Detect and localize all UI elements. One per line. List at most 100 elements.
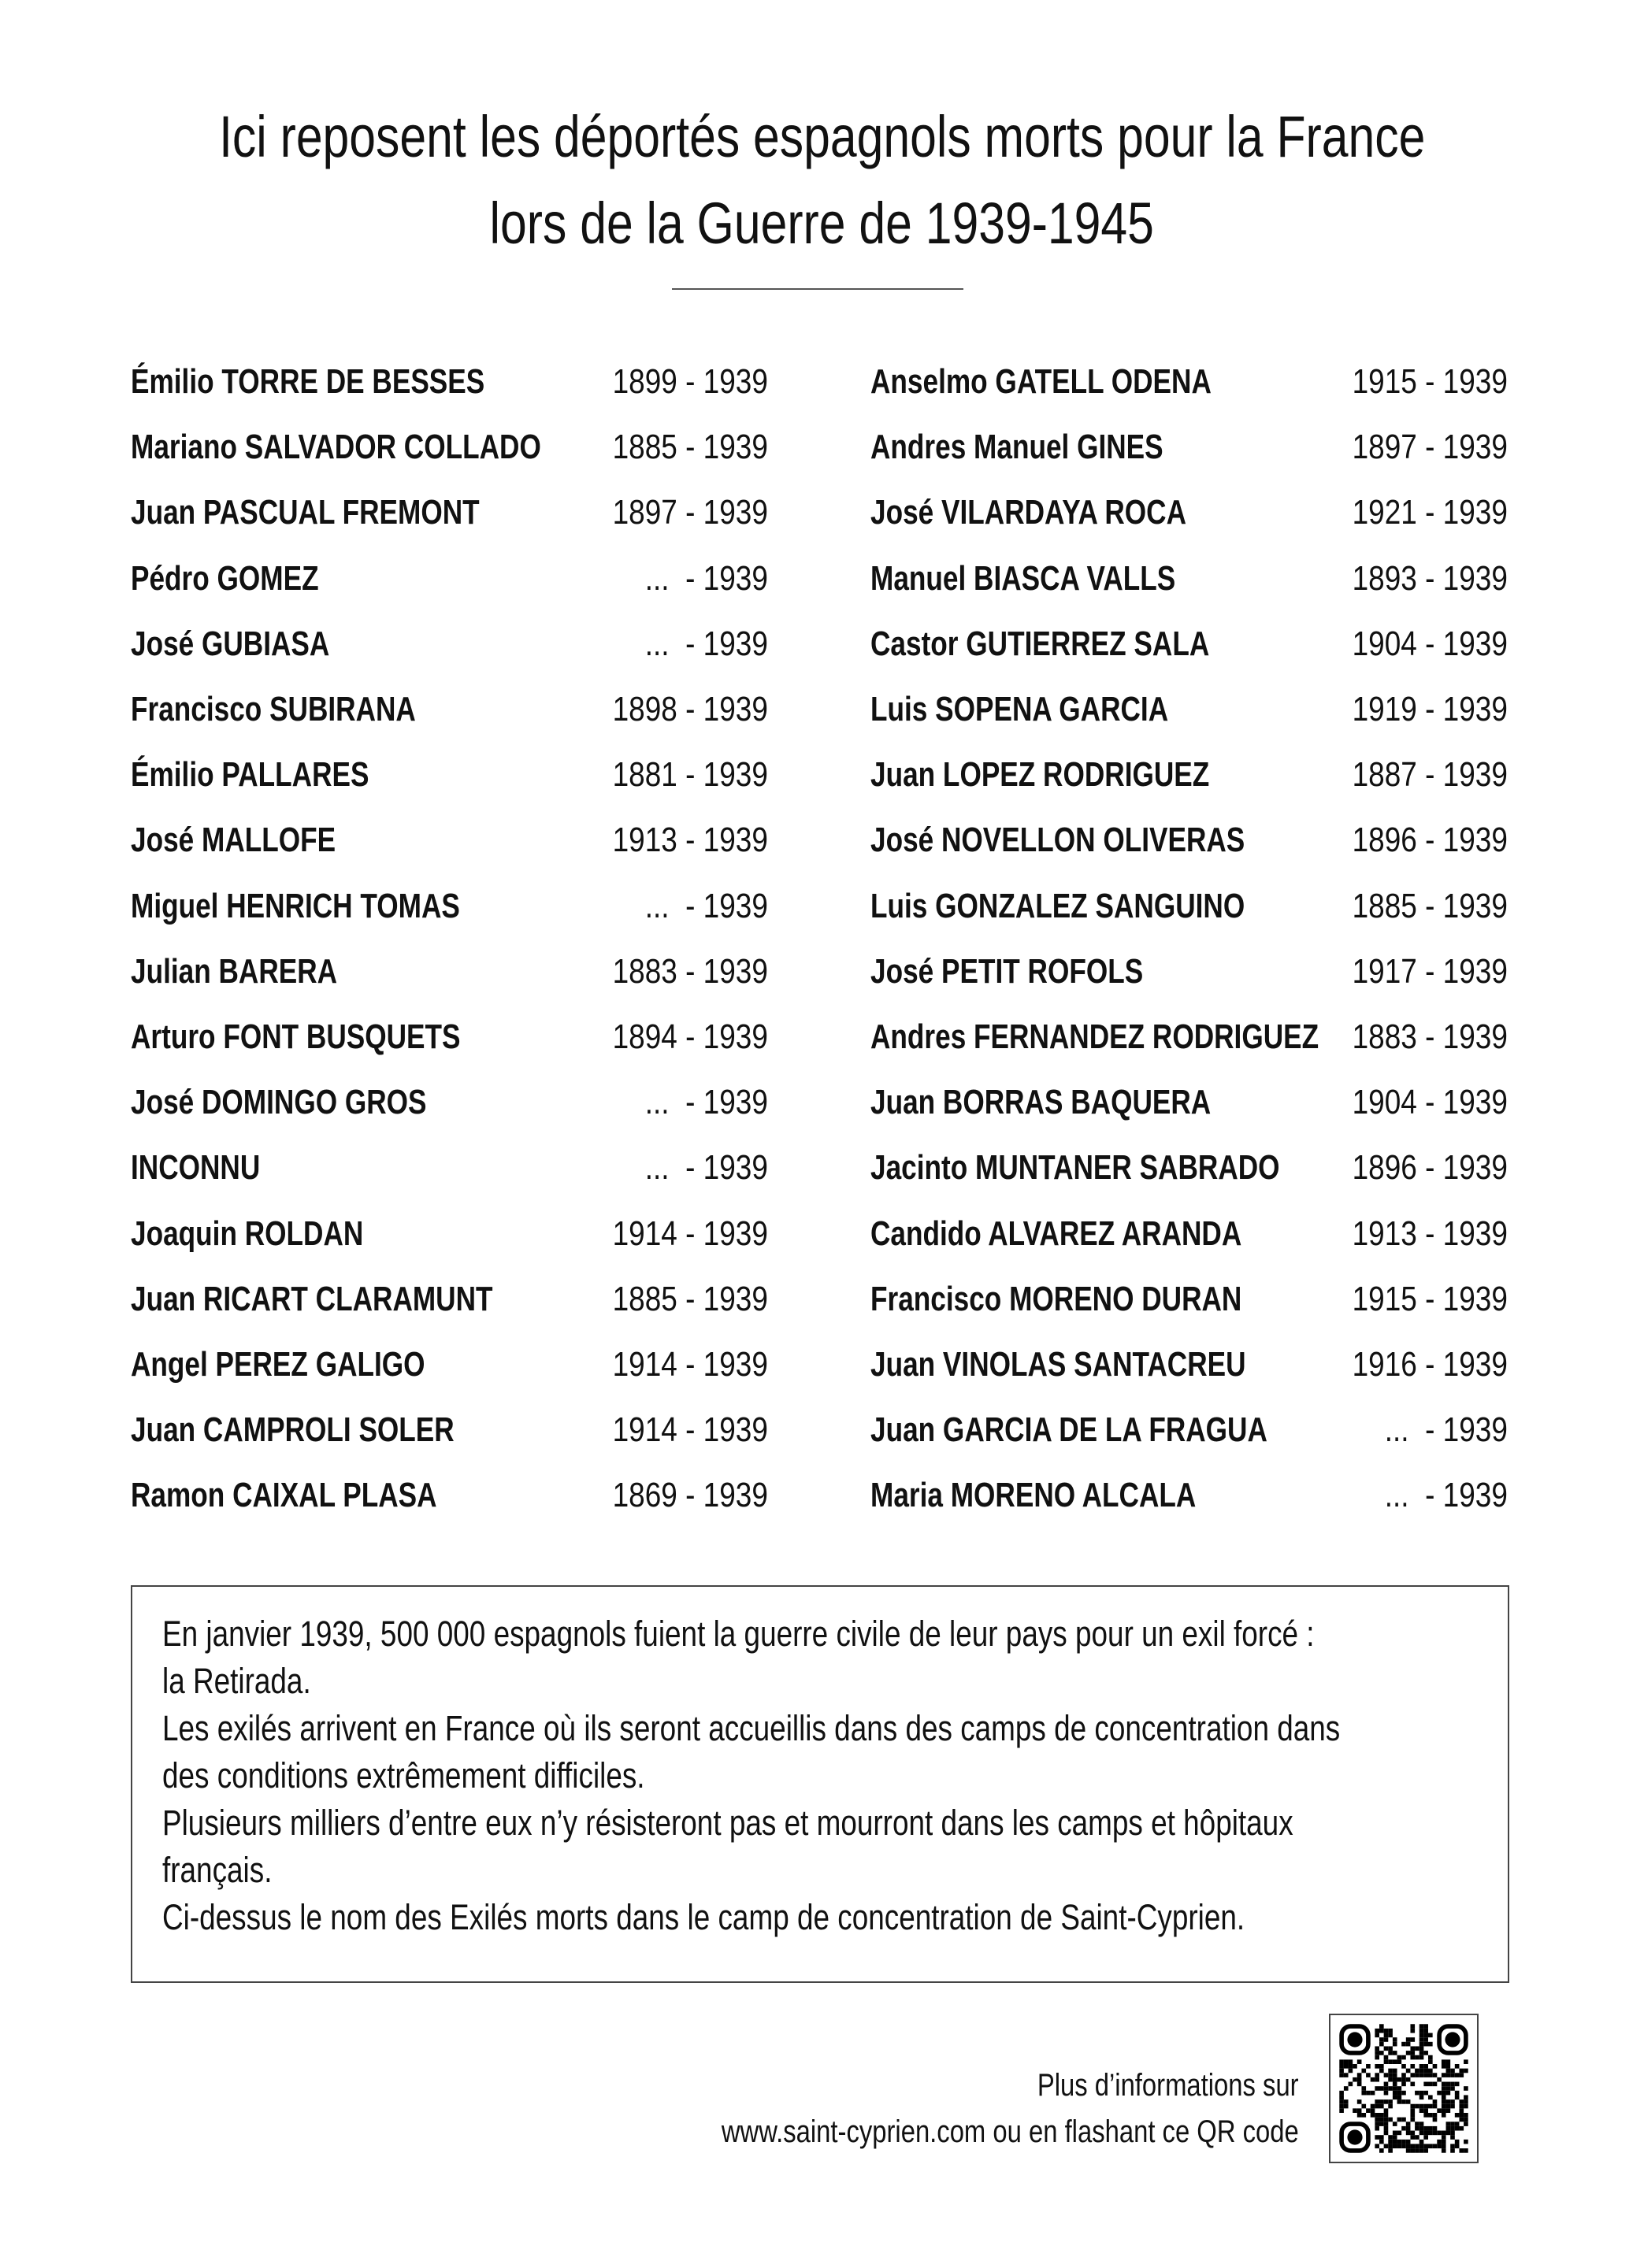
deceased-name: José PETIT ROFOLS — [870, 951, 1144, 991]
footer-info-text: Plus d’informations sur — [1037, 2068, 1299, 2103]
life-dates: 1921 - 1939 — [1352, 493, 1508, 532]
life-dates: 1919 - 1939 — [1352, 690, 1508, 728]
list-item: Luis SOPENA GARCIA 1919 - 1939 — [870, 682, 1508, 737]
list-item: Arturo FONT BUSQUETS 1894 - 1939 — [131, 1010, 768, 1065]
life-dates: 1914 - 1939 — [612, 1410, 768, 1450]
page-title-line-1: Ici reposent les déportés espagnols mort… — [0, 98, 1644, 176]
life-dates: 1899 - 1939 — [612, 362, 768, 401]
list-item: Joaquin ROLDAN 1914 - 1939 — [131, 1206, 768, 1262]
deceased-name: INCONNU — [131, 1148, 261, 1188]
list-item: Juan LOPEZ RODRIGUEZ 1887 - 1939 — [870, 747, 1508, 802]
deceased-name: Candido ALVAREZ ARANDA — [870, 1214, 1242, 1253]
deceased-name: Juan VINOLAS SANTACREU — [870, 1345, 1246, 1384]
title-text: Ici reposent les déportés espagnols mort… — [218, 104, 1426, 169]
deceased-name: José NOVELLON OLIVERAS — [870, 821, 1245, 860]
life-dates: 1893 - 1939 — [1352, 558, 1508, 598]
life-dates: 1897 - 1939 — [612, 493, 768, 532]
life-dates: 1915 - 1939 — [1352, 362, 1508, 401]
life-dates: ... - 1939 — [1384, 1476, 1508, 1515]
list-item: Luis GONZALEZ SANGUINO 1885 - 1939 — [870, 879, 1508, 934]
deceased-name: José GUBIASA — [131, 624, 330, 663]
life-dates: 1883 - 1939 — [612, 951, 768, 991]
list-item: Juan CAMPROLI SOLER 1914 - 1939 — [131, 1403, 768, 1458]
life-dates: 1914 - 1939 — [612, 1214, 768, 1253]
life-dates: ... - 1939 — [644, 1148, 768, 1188]
deceased-name: Francisco MORENO DURAN — [870, 1279, 1242, 1318]
life-dates: ... - 1939 — [644, 1083, 768, 1122]
info-line: des conditions extrêmement difficiles. — [162, 1755, 645, 1796]
life-dates: 1896 - 1939 — [1352, 821, 1508, 860]
deceased-name: Angel PEREZ GALIGO — [131, 1345, 425, 1384]
info-box: En janvier 1939, 500 000 espagnols fuien… — [131, 1585, 1509, 1983]
life-dates: 1904 - 1939 — [1352, 624, 1508, 663]
info-line: français. — [162, 1850, 273, 1890]
deceased-name: Juan PASCUAL FREMONT — [131, 493, 480, 532]
list-item: Maria MORENO ALCALA ... - 1939 — [870, 1468, 1508, 1523]
list-item: Angel PEREZ GALIGO 1914 - 1939 — [131, 1337, 768, 1392]
deceased-name: José VILARDAYA ROCA — [870, 493, 1187, 532]
list-item: Juan BORRAS BAQUERA 1904 - 1939 — [870, 1075, 1508, 1130]
life-dates: 1915 - 1939 — [1352, 1279, 1508, 1318]
footer-website-link[interactable]: www.saint-cyprien.com ou en flashant ce … — [722, 2114, 1299, 2149]
deceased-name: Mariano SALVADOR COLLADO — [131, 428, 541, 467]
life-dates: 1896 - 1939 — [1352, 1148, 1508, 1188]
page-title-line-2: lors de la Guerre de 1939-1945 — [0, 184, 1644, 263]
deceased-name: Anselmo GATELL ODENA — [870, 362, 1212, 401]
list-item: Andres FERNANDEZ RODRIGUEZ 1883 - 1939 — [870, 1010, 1508, 1065]
life-dates: 1883 - 1939 — [1352, 1017, 1508, 1056]
list-item: José PETIT ROFOLS 1917 - 1939 — [870, 944, 1508, 999]
list-item: Castor GUTIERREZ SALA 1904 - 1939 — [870, 617, 1508, 672]
deceased-name: Luis SOPENA GARCIA — [870, 690, 1169, 728]
list-item: José VILARDAYA ROCA 1921 - 1939 — [870, 485, 1508, 540]
life-dates: 1917 - 1939 — [1352, 951, 1508, 991]
list-item: José NOVELLON OLIVERAS 1896 - 1939 — [870, 813, 1508, 868]
deceased-name: Juan LOPEZ RODRIGUEZ — [870, 755, 1210, 795]
list-item: Juan GARCIA DE LA FRAGUA ... - 1939 — [870, 1403, 1508, 1458]
list-item: Francisco SUBIRANA 1898 - 1939 — [131, 682, 768, 737]
deceased-name: Maria MORENO ALCALA — [870, 1476, 1197, 1515]
deceased-name: Émilio PALLARES — [131, 755, 369, 795]
qr-code-icon[interactable] — [1329, 2014, 1479, 2163]
life-dates: 1898 - 1939 — [612, 690, 768, 728]
life-dates: ... - 1939 — [644, 886, 768, 925]
list-item: Andres Manuel GINES 1897 - 1939 — [870, 420, 1508, 475]
list-item: Julian BARERA 1883 - 1939 — [131, 944, 768, 999]
info-line: Plusieurs milliers d’entre eux n’y résis… — [162, 1803, 1293, 1843]
deceased-name: Ramon CAIXAL PLASA — [131, 1476, 437, 1515]
life-dates: ... - 1939 — [644, 624, 768, 663]
title-text: lors de la Guerre de 1939-1945 — [489, 191, 1155, 256]
deceased-name: Luis GONZALEZ SANGUINO — [870, 886, 1245, 925]
deceased-name: José MALLOFE — [131, 821, 336, 860]
life-dates: 1885 - 1939 — [612, 428, 768, 467]
list-item: Anselmo GATELL ODENA 1915 - 1939 — [870, 354, 1508, 410]
deceased-name: Manuel BIASCA VALLS — [870, 558, 1176, 598]
list-item: Francisco MORENO DURAN 1915 - 1939 — [870, 1272, 1508, 1327]
life-dates: ... - 1939 — [644, 558, 768, 598]
list-item: Juan VINOLAS SANTACREU 1916 - 1939 — [870, 1337, 1508, 1392]
life-dates: 1913 - 1939 — [1352, 1214, 1508, 1253]
life-dates: 1885 - 1939 — [1352, 886, 1508, 925]
deceased-name: Juan CAMPROLI SOLER — [131, 1410, 455, 1450]
life-dates: 1904 - 1939 — [1352, 1083, 1508, 1122]
life-dates: 1916 - 1939 — [1352, 1345, 1508, 1384]
list-item: Émilio PALLARES 1881 - 1939 — [131, 747, 768, 802]
deceased-name: Miguel HENRICH TOMAS — [131, 886, 460, 925]
info-line: la Retirada. — [162, 1661, 311, 1701]
list-item: Juan PASCUAL FREMONT 1897 - 1939 — [131, 485, 768, 540]
life-dates: 1894 - 1939 — [612, 1017, 768, 1056]
deceased-name: Andres Manuel GINES — [870, 428, 1163, 467]
deceased-name: Juan BORRAS BAQUERA — [870, 1083, 1212, 1122]
title-divider — [672, 288, 963, 290]
life-dates: 1914 - 1939 — [612, 1345, 768, 1384]
deceased-name: José DOMINGO GROS — [131, 1083, 427, 1122]
life-dates: 1885 - 1939 — [612, 1279, 768, 1318]
list-item: Mariano SALVADOR COLLADO 1885 - 1939 — [131, 420, 768, 475]
list-item: Ramon CAIXAL PLASA 1869 - 1939 — [131, 1468, 768, 1523]
list-item: José DOMINGO GROS ... - 1939 — [131, 1075, 768, 1130]
deceased-name: Pédro GOMEZ — [131, 558, 319, 598]
deceased-name: Julian BARERA — [131, 951, 338, 991]
list-item: Miguel HENRICH TOMAS ... - 1939 — [131, 879, 768, 934]
list-item: José GUBIASA ... - 1939 — [131, 617, 768, 672]
info-line: En janvier 1939, 500 000 espagnols fuien… — [162, 1614, 1315, 1654]
deceased-name: Émilio TORRE DE BESSES — [131, 362, 485, 401]
